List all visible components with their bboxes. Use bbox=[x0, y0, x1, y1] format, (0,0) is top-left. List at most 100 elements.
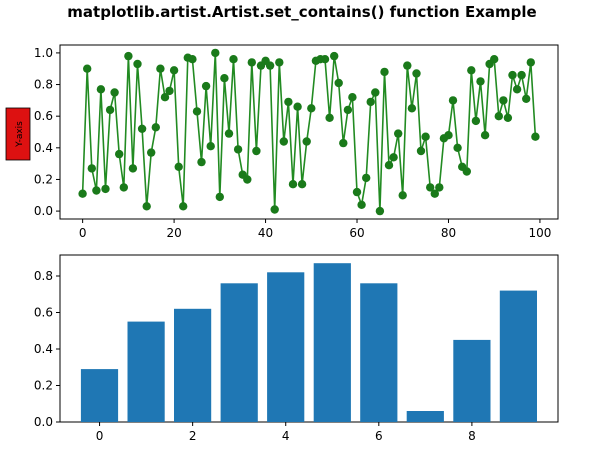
bar bbox=[499, 290, 537, 422]
x-tick-label: 6 bbox=[375, 429, 383, 443]
bar bbox=[453, 339, 491, 422]
data-point bbox=[265, 61, 275, 70]
x-tick-label: 80 bbox=[441, 226, 456, 240]
data-point bbox=[247, 58, 256, 67]
data-point bbox=[169, 66, 179, 75]
bar-chart-bars bbox=[80, 263, 537, 422]
data-point bbox=[147, 148, 156, 157]
data-point bbox=[87, 164, 97, 173]
data-point bbox=[224, 129, 234, 138]
data-point bbox=[119, 183, 128, 192]
data-point bbox=[416, 146, 426, 156]
data-point bbox=[297, 180, 307, 189]
x-tick-label: 0 bbox=[79, 226, 87, 240]
data-point bbox=[398, 191, 407, 200]
data-point bbox=[293, 102, 302, 111]
data-point bbox=[133, 59, 142, 69]
y-tick-label: 0.4 bbox=[34, 342, 53, 356]
data-point bbox=[151, 123, 160, 132]
data-point bbox=[380, 67, 389, 77]
data-point bbox=[362, 173, 371, 183]
data-point bbox=[476, 77, 485, 86]
data-point bbox=[371, 88, 380, 97]
y-tick-label: 0.0 bbox=[34, 204, 53, 218]
figure-title: matplotlib.artist.Artist.set_contains() … bbox=[67, 3, 536, 21]
data-point bbox=[494, 112, 503, 121]
data-point bbox=[389, 153, 398, 162]
data-point bbox=[357, 200, 366, 209]
y-tick-label: 0.0 bbox=[34, 415, 53, 429]
series-line bbox=[81, 52, 537, 212]
line-plot-y-ticks: 0.0 0.2 0.4 0.6 0.8 1.0 bbox=[34, 46, 60, 218]
y-axis-label: Y-axis bbox=[15, 121, 25, 148]
x-tick-label: 4 bbox=[282, 429, 290, 443]
y-tick-label: 0.6 bbox=[34, 109, 53, 123]
y-tick-label: 0.2 bbox=[34, 378, 53, 392]
data-point bbox=[179, 202, 188, 211]
data-point bbox=[375, 206, 385, 216]
bar-chart-x-ticks: 0 2 4 6 8 bbox=[96, 422, 476, 443]
line-plot-axes: 0 20 40 60 80 100 0.0 0.2 0.4 0.6 0.8 1.0 Y-axis bbox=[5, 44, 559, 240]
data-point bbox=[348, 93, 357, 102]
bar bbox=[406, 411, 444, 422]
data-point bbox=[512, 85, 522, 94]
bar bbox=[267, 272, 305, 422]
y-tick-label: 0.2 bbox=[34, 172, 53, 186]
data-point bbox=[480, 131, 490, 140]
x-tick-label: 60 bbox=[349, 226, 364, 240]
data-point bbox=[352, 187, 362, 197]
y-tick-label: 1.0 bbox=[34, 46, 53, 60]
x-tick-label: 0 bbox=[96, 429, 104, 443]
data-point bbox=[426, 183, 435, 192]
data-point bbox=[453, 143, 462, 152]
data-point bbox=[522, 94, 531, 104]
data-point bbox=[325, 113, 334, 123]
data-point bbox=[448, 96, 458, 105]
data-point bbox=[83, 64, 92, 73]
y-axis-label-box bbox=[5, 107, 31, 161]
x-tick-label: 8 bbox=[468, 429, 476, 443]
line-plot-series bbox=[78, 48, 540, 216]
data-point bbox=[384, 161, 394, 170]
data-point bbox=[275, 58, 284, 67]
data-point bbox=[110, 88, 119, 97]
data-point bbox=[435, 183, 444, 192]
data-point bbox=[101, 184, 110, 194]
data-point bbox=[526, 58, 535, 67]
bar bbox=[313, 263, 351, 422]
data-point bbox=[430, 189, 439, 198]
data-point bbox=[407, 104, 417, 113]
data-point bbox=[288, 180, 298, 189]
y-tick-label: 0.8 bbox=[34, 78, 53, 92]
data-point bbox=[142, 202, 151, 211]
data-point bbox=[174, 162, 183, 171]
data-point bbox=[105, 105, 115, 115]
y-tick-label: 0.6 bbox=[34, 305, 53, 319]
bar bbox=[360, 283, 398, 422]
data-point bbox=[92, 186, 101, 195]
data-point bbox=[302, 137, 311, 146]
data-point bbox=[412, 69, 421, 78]
data-point bbox=[499, 96, 508, 105]
data-point bbox=[201, 81, 211, 91]
data-point bbox=[517, 70, 526, 80]
data-point bbox=[252, 146, 261, 156]
data-point bbox=[334, 78, 343, 88]
x-tick-label: 40 bbox=[258, 226, 273, 240]
data-point bbox=[124, 51, 133, 61]
y-tick-label: 0.4 bbox=[34, 141, 53, 155]
bar bbox=[127, 321, 165, 422]
data-point bbox=[403, 61, 412, 70]
data-point bbox=[215, 192, 224, 202]
data-point bbox=[233, 145, 243, 154]
data-point bbox=[78, 189, 87, 198]
x-tick-label: 20 bbox=[166, 226, 181, 240]
data-point bbox=[284, 97, 293, 107]
data-point bbox=[339, 138, 348, 148]
data-point bbox=[115, 149, 124, 159]
data-point bbox=[165, 86, 174, 96]
data-point bbox=[220, 74, 229, 83]
data-point bbox=[307, 104, 316, 113]
data-point bbox=[444, 131, 453, 140]
